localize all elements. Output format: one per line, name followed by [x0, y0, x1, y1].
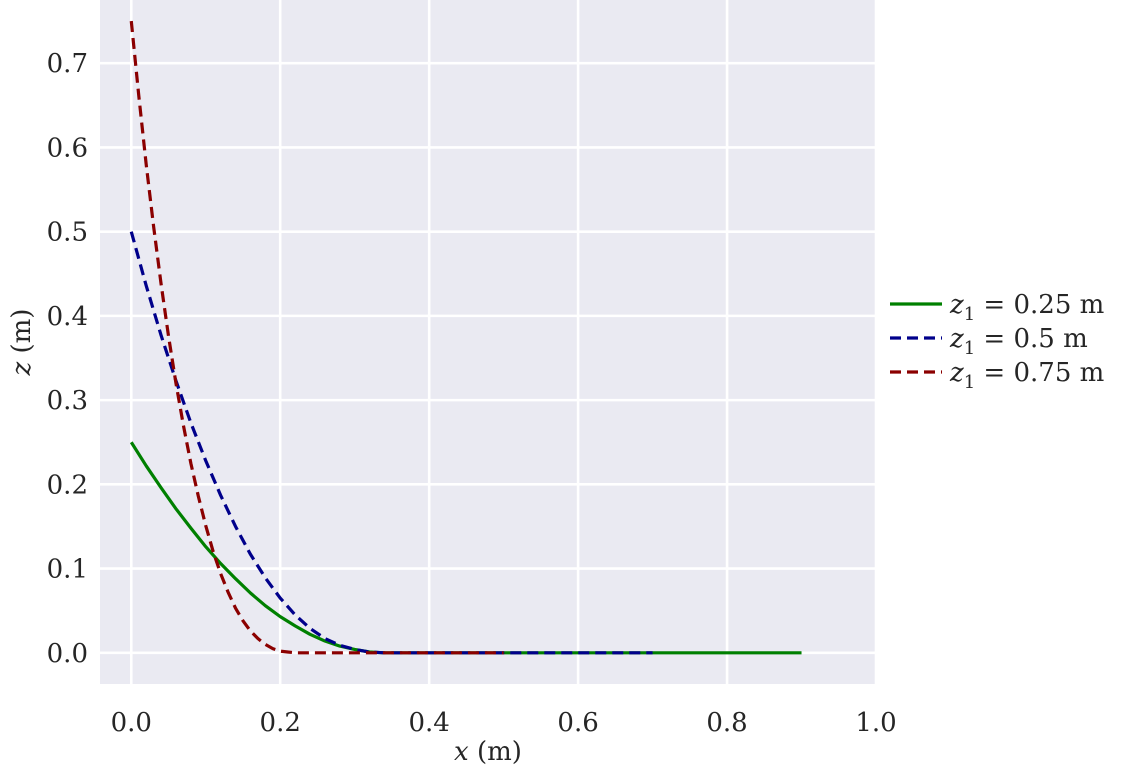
x-tick-label: 0.6 [557, 708, 598, 738]
series-layer [129, 20, 802, 655]
x-tick-label: 0.4 [408, 708, 449, 738]
x-axis-label-unit: (m) [469, 737, 522, 767]
legend-subscript: 1 [964, 304, 975, 325]
x-axis-ticks: 0.0 0.2 0.4 0.6 0.8 1.0 [111, 708, 897, 738]
legend-symbol: z [949, 290, 964, 320]
series-line-3 [129, 20, 504, 655]
legend-value: = 0.75 m [975, 358, 1104, 388]
y-tick-label: 0.4 [47, 302, 88, 332]
y-axis-label: z (m) [7, 309, 37, 377]
legend-label-2: z1 = 0.5 m [949, 324, 1088, 359]
grid-lines [100, 0, 878, 684]
legend-subscript: 1 [964, 338, 975, 359]
legend-subscript: 1 [964, 372, 975, 393]
x-tick-label: 0.2 [260, 708, 301, 738]
y-tick-label: 0.5 [47, 218, 88, 248]
y-tick-label: 0.1 [47, 555, 88, 585]
legend-symbol: z [949, 358, 964, 388]
legend-label-3: z1 = 0.75 m [949, 358, 1104, 393]
legend-label-1: z1 = 0.25 m [949, 290, 1104, 325]
legend: z1 = 0.25 mz1 = 0.5 mz1 = 0.75 m [890, 290, 1104, 393]
y-tick-label: 0.7 [47, 49, 88, 79]
legend-value: = 0.5 m [975, 324, 1088, 354]
y-axis-label-unit: (m) [7, 309, 37, 362]
y-tick-label: 0.0 [47, 639, 88, 669]
y-tick-label: 0.3 [47, 386, 88, 416]
y-axis-ticks: 0.0 0.1 0.2 0.3 0.4 0.5 0.6 0.7 [47, 49, 88, 669]
y-tick-label: 0.2 [47, 470, 88, 500]
y-axis-label-symbol: z [7, 361, 37, 376]
legend-symbol: z [949, 324, 964, 354]
y-tick-label: 0.6 [47, 133, 88, 163]
plot-background [100, 0, 876, 684]
x-tick-label: 1.0 [855, 708, 896, 738]
legend-value: = 0.25 m [975, 290, 1104, 320]
x-tick-label: 0.0 [111, 708, 152, 738]
x-axis-label-symbol: x [454, 737, 469, 767]
x-axis-label: x (m) [454, 737, 522, 767]
x-tick-label: 0.8 [706, 708, 747, 738]
